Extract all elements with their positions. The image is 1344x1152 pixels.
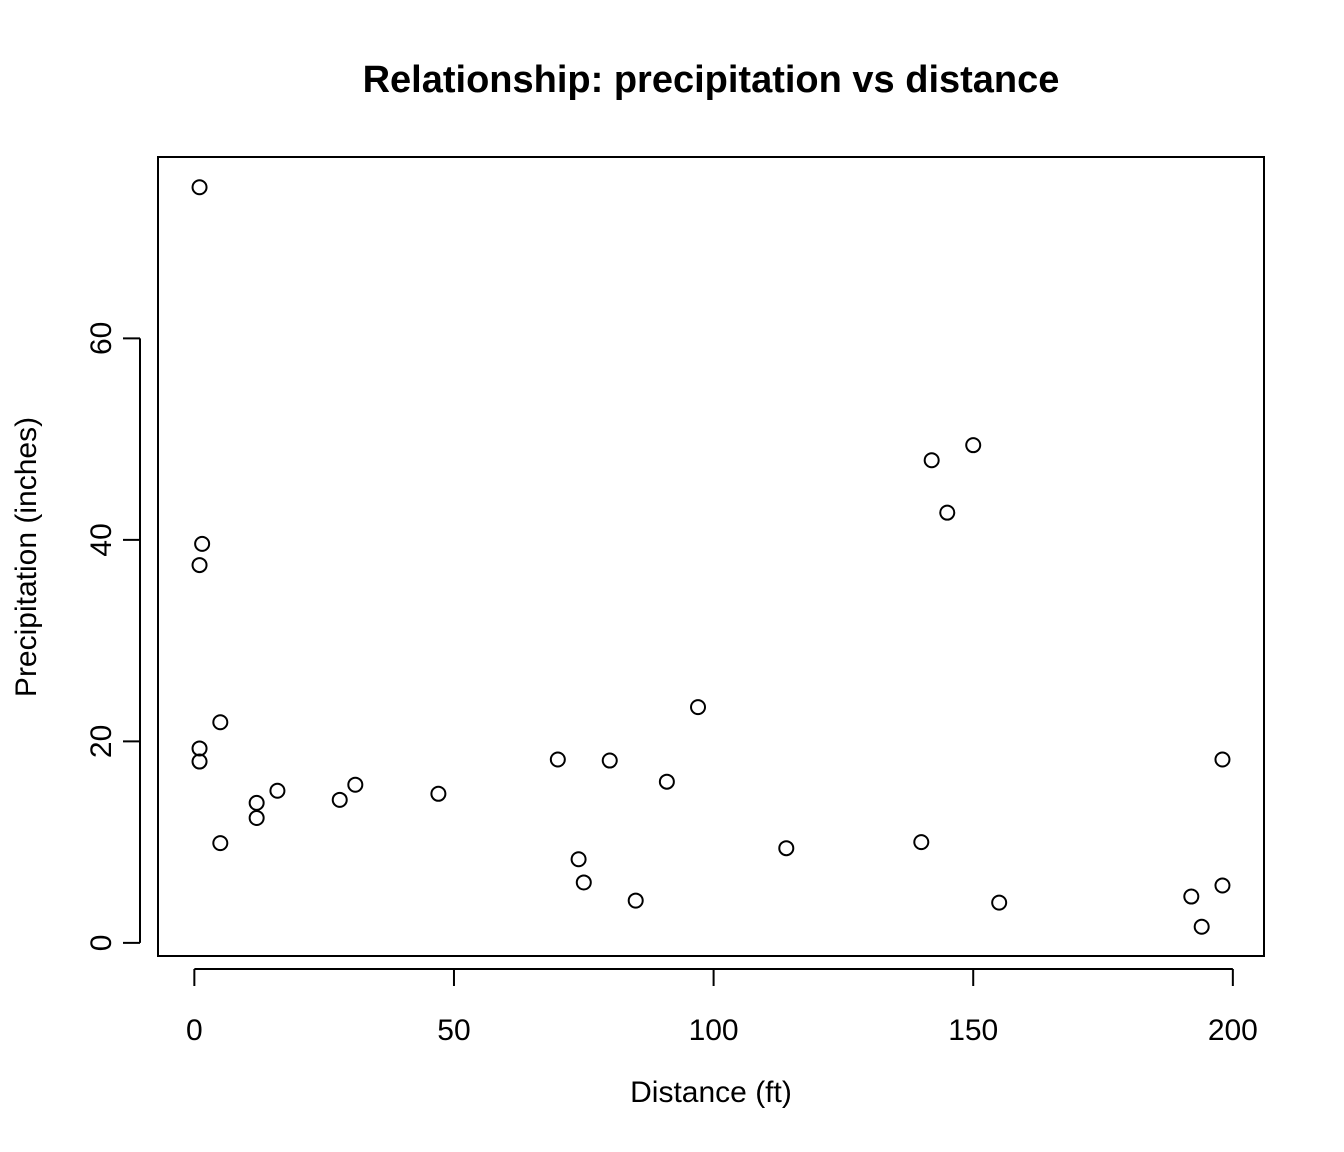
y-axis-label: Precipitation (inches) bbox=[10, 417, 43, 697]
data-point bbox=[601, 752, 618, 769]
data-point bbox=[212, 835, 229, 852]
data-point bbox=[549, 751, 566, 768]
data-point bbox=[1193, 918, 1210, 935]
chart-title: Relationship: precipitation vs distance bbox=[363, 59, 1060, 101]
x-tick-label: 200 bbox=[1208, 1014, 1258, 1047]
data-point bbox=[939, 504, 956, 521]
data-point bbox=[191, 753, 208, 770]
data-point bbox=[194, 535, 211, 552]
data-point bbox=[430, 785, 447, 802]
data-point bbox=[913, 834, 930, 851]
data-points bbox=[191, 179, 1231, 935]
data-point bbox=[690, 699, 707, 716]
data-point bbox=[575, 874, 592, 891]
y-tick-label: 20 bbox=[85, 725, 118, 758]
data-point bbox=[923, 452, 940, 469]
data-point bbox=[1214, 751, 1231, 768]
data-point bbox=[191, 557, 208, 574]
data-point bbox=[1214, 877, 1231, 894]
y-tick-label: 0 bbox=[85, 935, 118, 952]
y-axis: 0 20 40 60 bbox=[85, 322, 141, 952]
y-tick-label: 60 bbox=[85, 322, 118, 355]
data-point bbox=[191, 740, 208, 757]
x-axis-label: Distance (ft) bbox=[630, 1076, 792, 1109]
data-point bbox=[658, 773, 675, 790]
data-point bbox=[991, 894, 1008, 911]
x-tick-label: 150 bbox=[948, 1014, 998, 1047]
data-point bbox=[248, 809, 265, 826]
data-point bbox=[248, 794, 265, 811]
data-point bbox=[778, 840, 795, 857]
data-point bbox=[212, 714, 229, 731]
x-tick-label: 100 bbox=[689, 1014, 739, 1047]
data-point bbox=[269, 782, 286, 799]
x-axis: 0 50 100 150 200 bbox=[186, 968, 1258, 1047]
y-tick-label: 40 bbox=[85, 523, 118, 556]
data-point bbox=[1183, 888, 1200, 905]
data-point bbox=[191, 179, 208, 196]
x-tick-label: 0 bbox=[186, 1014, 203, 1047]
data-point bbox=[331, 791, 348, 808]
plot-frame bbox=[157, 156, 1265, 957]
x-tick-label: 50 bbox=[437, 1014, 470, 1047]
data-point bbox=[627, 892, 644, 909]
data-point bbox=[347, 776, 364, 793]
data-point bbox=[570, 851, 587, 868]
data-point bbox=[965, 437, 982, 454]
